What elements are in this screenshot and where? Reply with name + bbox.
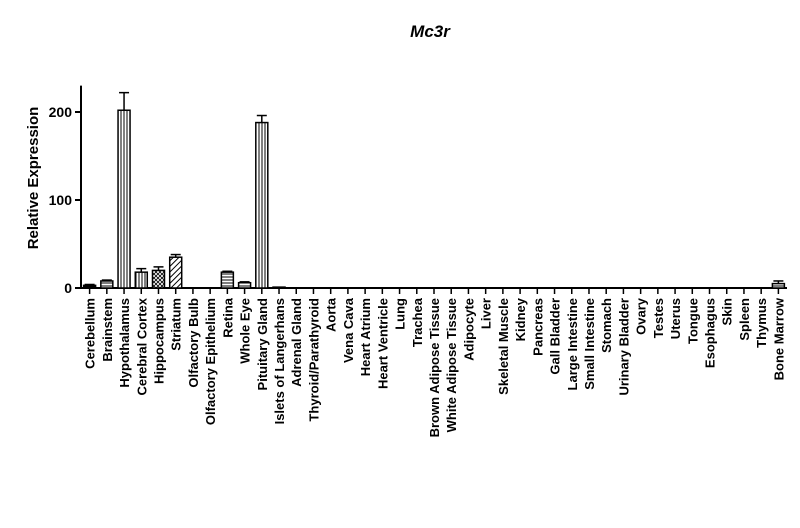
x-tick-label: Brainstem <box>100 298 115 362</box>
x-tick-label: Tongue <box>685 298 700 344</box>
x-tick-label: Thymus <box>754 298 769 348</box>
x-axis <box>81 287 787 294</box>
x-tick-label: Olfactory Epithelium <box>203 298 218 425</box>
y-axis: 0 100 200 <box>49 85 82 296</box>
x-tick-label: Skeletal Muscle <box>496 298 511 395</box>
x-tick-label: Heart Atrium <box>358 298 373 376</box>
x-tick-label: Large Intestine <box>565 298 580 390</box>
x-tick-label: Aorta <box>324 297 339 332</box>
x-tick-label: Trachea <box>410 297 425 347</box>
x-tick-label: Esophagus <box>703 298 718 368</box>
y-tick-label: 0 <box>64 280 72 296</box>
x-tick-label: Striatum <box>169 298 184 351</box>
x-tick-label: Whole Eye <box>238 298 253 364</box>
x-tick-label: Brown Adipose Tissue <box>427 298 442 437</box>
x-tick-label: Testes <box>651 298 666 338</box>
x-tick-label: Adipocyte <box>461 298 476 361</box>
x-tick-label: Bone Marrow <box>771 297 786 380</box>
x-tick-label: Hypothalamus <box>117 298 132 388</box>
bar <box>100 280 114 289</box>
x-tick-label: Cerebral Cortex <box>134 297 149 395</box>
x-tick-label: Hippocampus <box>151 298 166 384</box>
x-tick-label: Heart Ventricle <box>375 298 390 389</box>
x-tick-label: Small Intestine <box>582 298 597 390</box>
x-tick-label: Olfactory Bulb <box>186 298 201 388</box>
bar <box>134 271 149 289</box>
chart-title: Mc3r <box>410 22 451 41</box>
x-tick-label: Uterus <box>668 298 683 339</box>
x-tick-label: Lung <box>393 298 408 330</box>
x-tick-label: Skin <box>720 298 735 326</box>
error-bars <box>84 91 784 286</box>
bar <box>771 282 786 289</box>
y-tick-label: 100 <box>49 192 73 208</box>
x-tick-label: Ovary <box>634 297 649 335</box>
x-tick-label: Urinary Bladder <box>616 298 631 396</box>
bar <box>272 286 286 289</box>
x-tick-label: Pancreas <box>530 298 545 356</box>
x-tick-label: Stomach <box>599 298 614 353</box>
bar <box>82 284 97 289</box>
bar <box>168 256 183 289</box>
x-tick-label: White Adipose Tissue <box>444 298 459 432</box>
x-tick-label: Kidney <box>513 297 528 341</box>
x-tick-labels: Cerebellum Brainstem Hypothalamus Cerebral … <box>83 297 787 437</box>
y-axis-label: Relative Expression <box>25 107 42 250</box>
x-tick-label: Thyroid/Parathyroid <box>306 298 321 422</box>
x-tick-label: Adrenal Gland <box>289 298 304 387</box>
bar <box>220 271 235 289</box>
x-tick-label: Islets of Langerhans <box>272 298 287 424</box>
x-tick-label: Retina <box>220 297 235 338</box>
bar <box>151 269 166 289</box>
x-tick-label: Pituitary Gland <box>255 298 270 391</box>
x-tick-label: Vena Cava <box>341 297 356 363</box>
x-tick-label: Liver <box>479 298 494 329</box>
bar <box>255 121 269 289</box>
y-tick-label: 200 <box>49 104 73 120</box>
bar <box>117 109 131 289</box>
bars <box>82 109 786 289</box>
x-tick-label: Spleen <box>737 298 752 341</box>
bar <box>237 281 252 289</box>
x-tick-label: Gall Bladder <box>548 298 563 375</box>
x-tick-label: Cerebellum <box>83 298 98 369</box>
